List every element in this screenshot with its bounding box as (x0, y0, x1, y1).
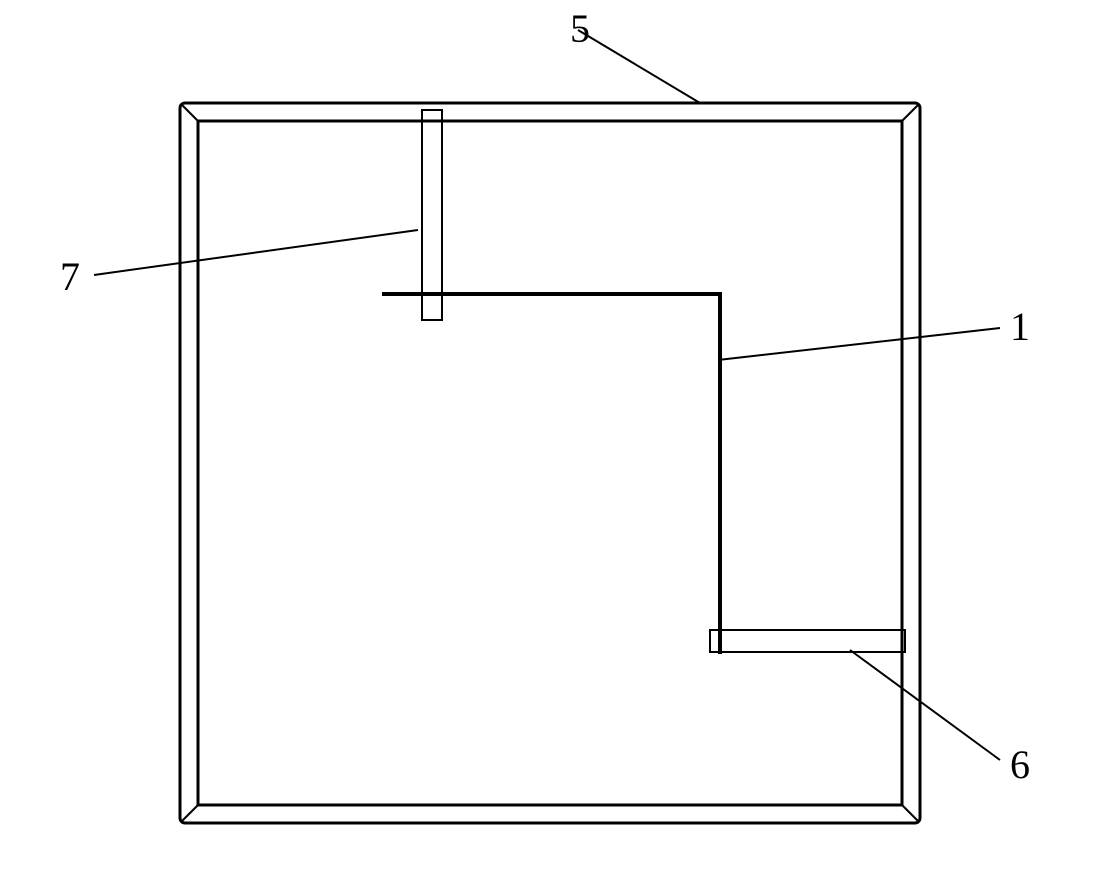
leader-l1 (718, 328, 1000, 360)
inner-shape-1 (382, 294, 720, 654)
frame-mitre-0 (182, 105, 199, 122)
outer-frame-inner (198, 121, 902, 805)
frame-mitre-1 (902, 105, 919, 122)
outer-frame-outer (180, 103, 920, 823)
leader-l7 (94, 230, 418, 275)
leader-l6 (850, 650, 1000, 760)
label-6: 6 (1010, 742, 1030, 787)
label-5: 5 (570, 6, 590, 51)
leader-l5 (578, 30, 700, 103)
bar-6 (710, 630, 905, 652)
frame-mitre-3 (902, 805, 919, 822)
bar-7 (422, 110, 442, 320)
label-7: 7 (60, 254, 80, 299)
frame-mitre-2 (182, 805, 199, 822)
label-1: 1 (1010, 304, 1030, 349)
